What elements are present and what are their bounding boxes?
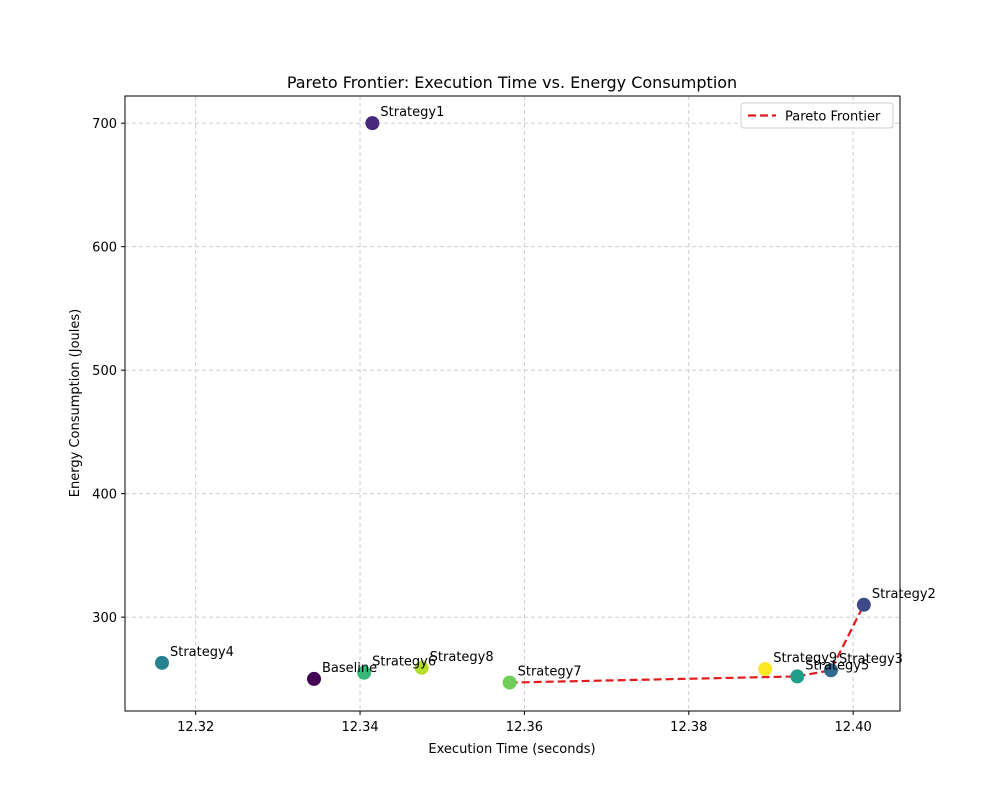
point-strategy4: [154, 655, 169, 670]
point-strategy2: [856, 597, 871, 612]
plot-frame: [124, 95, 901, 712]
point-strategy3: [823, 663, 838, 678]
grid-lines: [125, 96, 900, 711]
point-strategy1: [365, 116, 380, 131]
point-strategy9: [758, 662, 773, 677]
point-label-strategy3: Strategy3: [839, 652, 903, 667]
point-baseline: [307, 671, 322, 686]
y-tick-label: 600: [92, 241, 117, 256]
chart-title: Pareto Frontier: Execution Time vs. Ener…: [287, 73, 737, 92]
point-label-strategy5: Strategy5: [805, 658, 869, 673]
y-tick-label: 300: [92, 611, 117, 626]
point-label-strategy6: Strategy6: [372, 655, 436, 670]
x-tick-label: 12.38: [670, 720, 707, 735]
legend-label: Pareto Frontier: [785, 110, 881, 125]
point-label-strategy1: Strategy1: [380, 105, 444, 120]
y-tick-label: 500: [92, 364, 117, 379]
y-tick-label: 400: [92, 488, 117, 503]
y-tick-label: 700: [92, 117, 117, 132]
point-label-baseline: Baseline: [322, 661, 377, 676]
point-strategy5: [790, 669, 805, 684]
axis-ticks: 12.32 12.34 12.36 12.38 12.40 300 400 500 600 700: [92, 117, 872, 735]
x-tick-label: 12.36: [506, 720, 543, 735]
point-label-strategy2: Strategy2: [872, 587, 936, 602]
x-tick-label: 12.34: [341, 720, 378, 735]
pareto-frontier-line: [509, 604, 865, 684]
x-tick-label: 12.32: [177, 720, 214, 735]
point-strategy7: [502, 675, 517, 690]
point-labels: BaselineStrategy1Strategy2Strategy3Strat…: [170, 105, 936, 679]
x-axis-label: Execution Time (seconds): [428, 742, 595, 757]
x-tick-label: 12.40: [835, 720, 872, 735]
data-points: [154, 116, 871, 690]
pareto-frontier-layer: [509, 604, 865, 684]
point-strategy6: [357, 665, 372, 680]
point-label-strategy7: Strategy7: [518, 665, 582, 680]
point-label-strategy4: Strategy4: [170, 645, 234, 660]
point-label-strategy9: Strategy9: [773, 651, 837, 666]
y-axis-label: Energy Consumption (Joules): [68, 309, 83, 497]
legend-box: [740, 102, 894, 129]
point-strategy8: [414, 660, 429, 675]
point-label-strategy8: Strategy8: [430, 650, 494, 665]
legend: Pareto Frontier: [740, 102, 894, 129]
axes-frame: [124, 95, 901, 712]
